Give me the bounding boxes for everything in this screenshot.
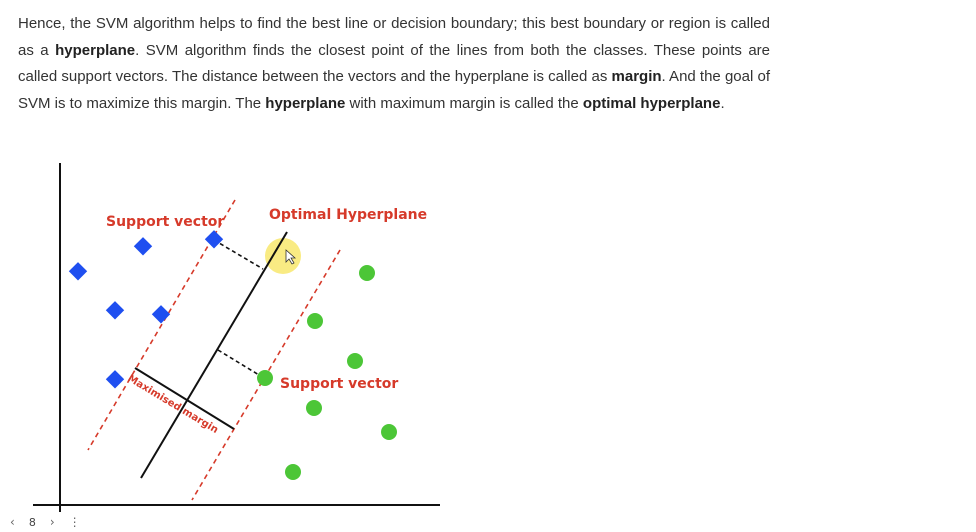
- class-b-point: [307, 313, 323, 329]
- support-vector-label-top: Support vector: [106, 214, 224, 230]
- class-a-point: [133, 237, 153, 256]
- article-text-3: . And the goal of SVM is to maximize thi…: [18, 68, 770, 112]
- class-a-point: [105, 370, 125, 389]
- optimal-hyperplane-label: Optimal Hyperplane: [269, 207, 427, 223]
- article-bold-hyperplane-2: hyperplane: [265, 94, 346, 112]
- more-vertical-icon[interactable]: ⋮: [68, 515, 81, 529]
- class-a-points: [68, 230, 224, 389]
- cursor-highlight: [265, 238, 301, 274]
- class-b-point: [359, 265, 375, 281]
- page-number: 8: [28, 515, 36, 529]
- class-a-point: [105, 301, 125, 320]
- class-b-point: [285, 464, 301, 480]
- class-a-support-vector: [204, 230, 224, 249]
- chevron-left-icon[interactable]: ‹: [10, 515, 15, 529]
- class-a-support-vector: [151, 305, 171, 324]
- article-text-2: . SVM algorithm finds the closest point …: [18, 41, 770, 86]
- article-text-4: with maximum margin is called the: [345, 94, 583, 112]
- article-text-5: .: [720, 94, 725, 112]
- class-b-point: [347, 353, 363, 369]
- cursor-pointer-icon: [285, 249, 297, 265]
- class-b-point: [381, 424, 397, 440]
- distance-line-top: [213, 239, 264, 270]
- margin-width-line: [134, 367, 235, 430]
- class-b-support-vector: [257, 370, 273, 386]
- article-bold-margin: margin: [611, 68, 662, 86]
- pager: ‹ 8 › ⋮: [10, 512, 81, 532]
- support-vector-label-right: Support vector: [280, 376, 398, 392]
- article-bold-hyperplane: hyperplane: [55, 41, 136, 59]
- article-text-1: Hence, the SVM algorithm helps to find t…: [18, 15, 770, 59]
- svm-diagram: Maximised margin Support vector Optimal …: [33, 163, 440, 520]
- chevron-right-icon[interactable]: ›: [49, 515, 55, 529]
- class-b-points: [257, 265, 397, 480]
- class-b-point: [306, 400, 322, 416]
- article-paragraph: Hence, the SVM algorithm helps to find t…: [18, 11, 770, 117]
- class-a-point: [68, 262, 88, 281]
- distance-line-bottom: [217, 349, 265, 379]
- optimal-hyperplane-line: [140, 231, 288, 479]
- article-bold-optimal-hyperplane: optimal hyperplane: [582, 94, 721, 112]
